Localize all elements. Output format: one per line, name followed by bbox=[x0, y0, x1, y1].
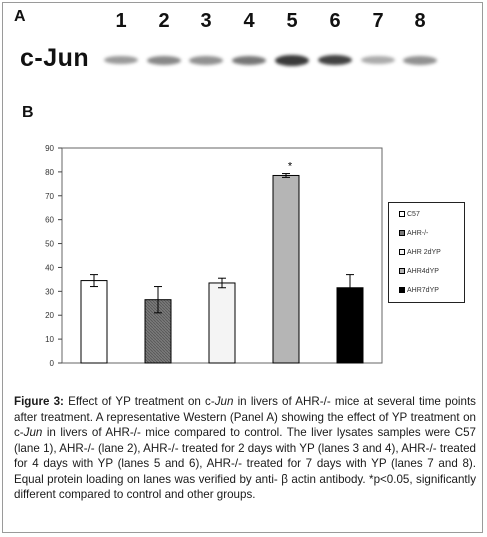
caption-label: Figure 3: bbox=[14, 395, 64, 408]
lane-numbers: 1 2 3 4 5 6 7 8 bbox=[0, 10, 487, 36]
blot-band-lane-7 bbox=[361, 56, 395, 64]
bar-chart-svg: 0 10 20 30 40 50 60 70 80 90 * bbox=[45, 144, 383, 368]
y-tick-label: 0 bbox=[50, 359, 55, 368]
lane-number-6: 6 bbox=[329, 10, 341, 32]
legend-swatch bbox=[399, 287, 405, 293]
caption-gene-1: Jun bbox=[214, 395, 234, 408]
lane-number-3: 3 bbox=[200, 10, 212, 32]
caption-text-1: Effect of YP treatment on c- bbox=[63, 395, 215, 408]
lane-number-7: 7 bbox=[372, 10, 384, 32]
chart-legend: C57 AHR-/- AHR 2dYP AHR4dYP AHR7dYP bbox=[388, 202, 465, 303]
blot-band-lane-8 bbox=[403, 55, 437, 65]
lane-number-5: 5 bbox=[286, 10, 298, 32]
legend-label: AHR-/- bbox=[407, 230, 429, 237]
legend-label: AHR7dYP bbox=[407, 287, 439, 294]
y-tick-label: 80 bbox=[45, 168, 54, 177]
y-tick-label: 70 bbox=[45, 192, 54, 201]
legend-item: C57 bbox=[399, 211, 420, 219]
y-tick-label: 90 bbox=[45, 144, 54, 153]
legend-item: AHR 2dYP bbox=[399, 249, 441, 257]
lane-number-2: 2 bbox=[158, 10, 170, 32]
legend-item: AHR7dYP bbox=[399, 287, 439, 295]
caption-text-3: in livers of AHR-/- mice compared to con… bbox=[14, 426, 476, 501]
y-tick-label: 30 bbox=[45, 287, 54, 296]
legend-swatch bbox=[399, 268, 405, 274]
y-tick-label: 50 bbox=[45, 240, 54, 249]
figure-caption: Figure 3: Effect of YP treatment on c-Ju… bbox=[14, 394, 476, 503]
bar-AHR 2dYP bbox=[208, 282, 236, 364]
legend-label: AHR 2dYP bbox=[407, 249, 441, 256]
legend-item: AHR4dYP bbox=[399, 268, 439, 276]
legend-label: C57 bbox=[407, 211, 420, 218]
blot-protein-label: c-Jun bbox=[20, 44, 90, 72]
legend-swatch bbox=[399, 230, 405, 236]
blot-band-lane-4 bbox=[232, 55, 266, 65]
lane-number-8: 8 bbox=[414, 10, 426, 32]
blot-band-lane-5 bbox=[275, 54, 309, 66]
bar-AHR4dYP bbox=[272, 174, 300, 364]
lane-number-4: 4 bbox=[243, 10, 255, 32]
caption-text-2: in livers of AHR-/- mice at several time… bbox=[14, 395, 476, 439]
legend-item: AHR-/- bbox=[399, 230, 428, 238]
y-tick-label: 60 bbox=[45, 216, 54, 225]
y-tick-label: 40 bbox=[45, 263, 54, 272]
western-blot-strip bbox=[102, 46, 447, 76]
blot-band-lane-6 bbox=[318, 55, 352, 65]
legend-swatch bbox=[399, 249, 405, 255]
blot-band-lane-1 bbox=[104, 56, 138, 64]
blot-band-lane-3 bbox=[189, 55, 223, 65]
caption-gene-2: Jun bbox=[23, 426, 43, 439]
legend-label: AHR4dYP bbox=[407, 268, 439, 275]
bar-C57 bbox=[80, 280, 108, 364]
y-tick-label: 20 bbox=[45, 311, 54, 320]
panel-b-letter: B bbox=[22, 104, 34, 121]
lane-number-1: 1 bbox=[115, 10, 127, 32]
significance-asterisk: * bbox=[288, 161, 293, 173]
blot-band-lane-2 bbox=[147, 55, 181, 65]
legend-swatch bbox=[399, 211, 405, 217]
y-tick-label: 10 bbox=[45, 335, 54, 344]
bar-chart: 0 10 20 30 40 50 60 70 80 90 * bbox=[0, 130, 400, 385]
panel-a-letter: A bbox=[14, 8, 26, 25]
